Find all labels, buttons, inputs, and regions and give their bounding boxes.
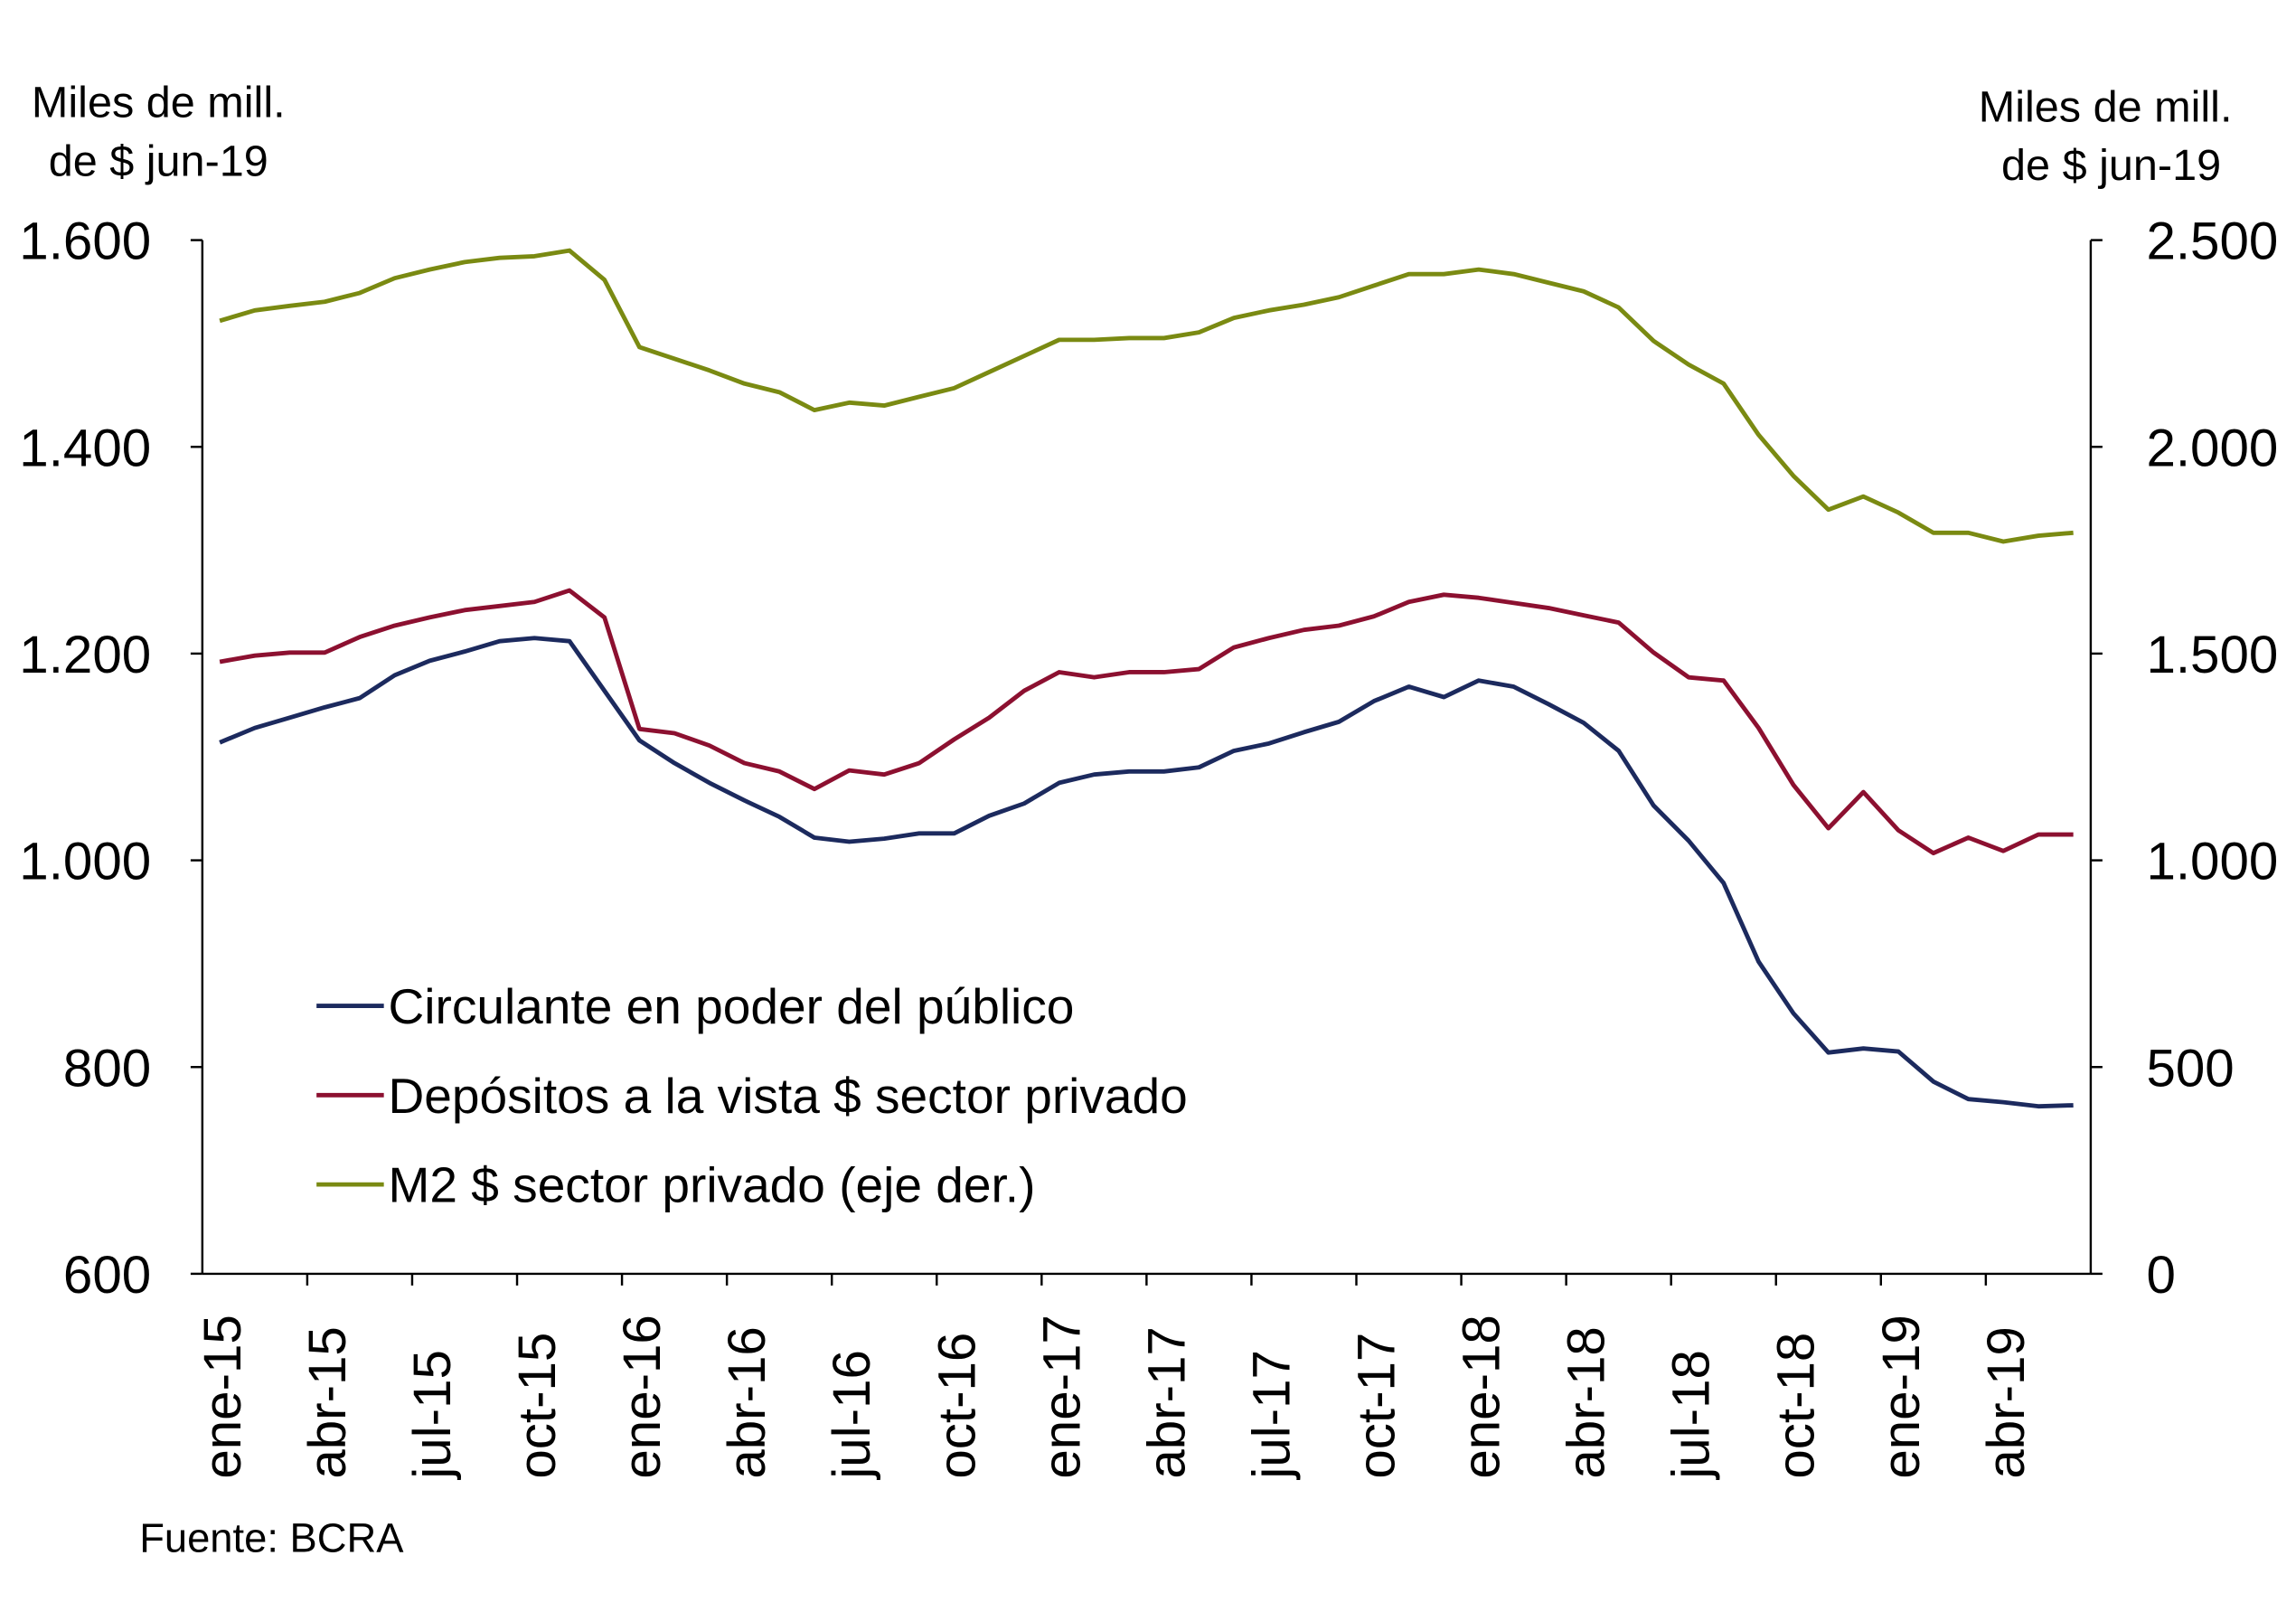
- left-axis-title-line2: de $ jun-19: [49, 137, 268, 185]
- left-tick-label: 1.000: [19, 833, 151, 891]
- right-tick-label: 1.000: [2146, 833, 2278, 891]
- legend: Circulante en poder del público Depósitos…: [316, 978, 1188, 1213]
- x-tick-label: abr-15: [298, 1326, 357, 1478]
- x-tick-label: jul-18: [1662, 1350, 1721, 1481]
- x-tick-label: ene-19: [1872, 1315, 1931, 1478]
- x-tick-label: jul-15: [403, 1350, 462, 1481]
- left-tick-label: 1.600: [19, 212, 151, 271]
- right-tick-label: 1.500: [2146, 626, 2278, 684]
- x-tick-label: jul-16: [823, 1350, 881, 1481]
- left-tick-label: 600: [63, 1246, 151, 1305]
- right-tick-label: 2.500: [2146, 212, 2278, 271]
- series-line: [219, 636, 2074, 1109]
- left-tick-label: 1.400: [19, 419, 151, 477]
- x-tick-label: ene-18: [1453, 1315, 1511, 1478]
- left-tick-label: 800: [63, 1039, 151, 1098]
- axes: 600 800 1.000 1.200 1.400 1.600 0 500 1.000 1.500…: [19, 212, 2278, 1481]
- x-tick-label: abr-19: [1977, 1326, 2036, 1478]
- left-axis-title-line1: Miles de mill.: [32, 79, 286, 127]
- x-tick-label: oct-16: [927, 1333, 986, 1479]
- source-note: Fuente: BCRA: [139, 1515, 404, 1561]
- right-tick-label: 2.000: [2146, 419, 2278, 477]
- x-tick-label: abr-17: [1137, 1326, 1196, 1478]
- series-line: [219, 248, 2074, 544]
- right-tick-label: 0: [2146, 1246, 2175, 1305]
- x-tick-label: jul-17: [1242, 1350, 1301, 1481]
- x-tick-label: abr-16: [718, 1326, 776, 1478]
- x-tick-label: ene-17: [1032, 1315, 1091, 1478]
- series-line: [219, 588, 2074, 856]
- right-tick-label: 500: [2146, 1039, 2234, 1098]
- x-tick-label: abr-18: [1557, 1326, 1616, 1478]
- x-tick-label: oct-18: [1767, 1333, 1826, 1479]
- legend-label: Depósitos a la vista $ sector privado: [389, 1068, 1188, 1124]
- right-axis-title-line1: Miles de mill.: [1979, 82, 2233, 131]
- series-lines: [219, 248, 2074, 1109]
- x-tick-label: ene-16: [613, 1315, 672, 1478]
- right-axis-title-line2: de $ jun-19: [2001, 141, 2221, 190]
- legend-label: Circulante en poder del público: [389, 978, 1075, 1034]
- x-tick-label: oct-15: [508, 1333, 567, 1479]
- legend-label: M2 $ sector privado (eje der.): [389, 1157, 1036, 1213]
- x-tick-label: oct-17: [1348, 1333, 1407, 1479]
- x-tick-label: ene-15: [193, 1315, 252, 1478]
- left-tick-label: 1.200: [19, 626, 151, 684]
